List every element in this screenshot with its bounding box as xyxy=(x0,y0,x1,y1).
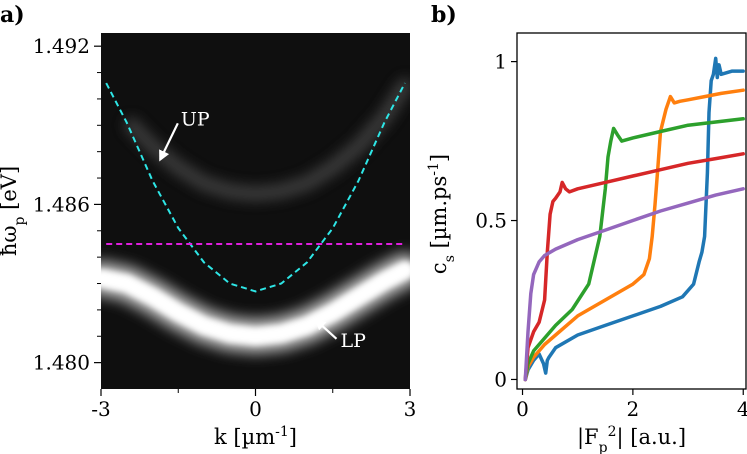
y-tick-label: 1.486 xyxy=(33,192,90,216)
y-tick-label: 0.5 xyxy=(475,209,507,233)
x-axis-label: k [µm-1] xyxy=(214,424,297,449)
y-axis-ticks: 00.51 xyxy=(475,50,517,391)
x-tick-label: -3 xyxy=(91,397,110,421)
dispersion-lines xyxy=(105,82,406,293)
y-tick-label: 0 xyxy=(494,367,507,391)
panel-a-heatmap: a) UP LP -3 0 3 1.480 1.486 1.492 k [µm-1] ħω… xyxy=(0,2,416,449)
y-tick-label: 1.492 xyxy=(33,34,90,58)
lp-label: LP xyxy=(340,330,366,352)
x-tick-label: 0 xyxy=(249,397,262,421)
series-line-1 xyxy=(523,56,745,382)
lp-arrow xyxy=(314,318,338,340)
up-arrow xyxy=(159,122,179,162)
up-label: UP xyxy=(181,108,210,130)
series-line-3 xyxy=(523,117,745,382)
y-axis-label: ħωp [eV] xyxy=(0,166,28,256)
branch-annotations: UP LP xyxy=(159,108,366,352)
series-line-4 xyxy=(523,152,745,382)
x-tick-label: 3 xyxy=(404,397,417,421)
x-tick-label: 0 xyxy=(516,397,529,421)
plot-frame xyxy=(516,32,747,390)
panel-a-label: a) xyxy=(0,2,25,28)
series-lines xyxy=(523,56,745,382)
up-band xyxy=(123,77,410,202)
series-line-2 xyxy=(523,88,745,382)
cyan-dispersion-curve xyxy=(105,82,406,293)
x-tick-label: 4 xyxy=(737,397,747,421)
x-axis-ticks: -3 0 3 xyxy=(91,389,416,421)
emission-bands xyxy=(101,77,410,354)
y-tick-label: 1.480 xyxy=(33,351,90,375)
lp-band xyxy=(101,261,410,346)
x-axis-ticks: 0 2 4 xyxy=(516,389,747,421)
x-axis-label: |Fp2| [a.u.] xyxy=(577,424,686,454)
panel-b-label: b) xyxy=(431,2,457,28)
x-tick-label: 2 xyxy=(627,397,640,421)
y-axis-label: cs [µm.ps-1] xyxy=(426,154,458,274)
y-tick-label: 1 xyxy=(494,50,507,74)
series-line-5 xyxy=(523,187,745,382)
y-axis-ticks: 1.480 1.486 1.492 xyxy=(33,34,101,375)
